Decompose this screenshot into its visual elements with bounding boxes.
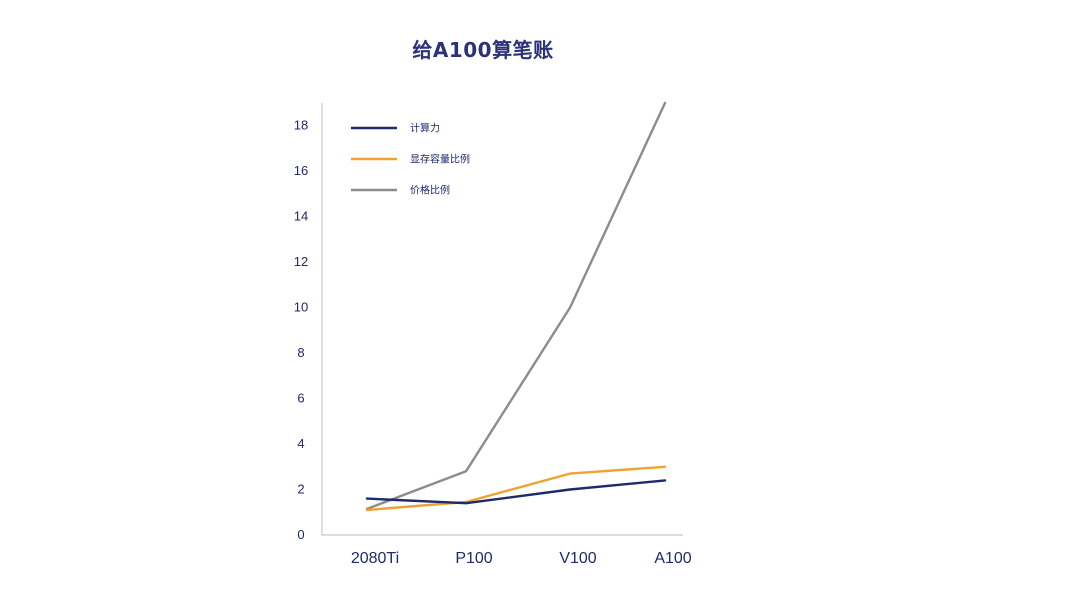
y-tick-label: 4 [297,436,304,451]
series-line [365,479,667,505]
x-tick-label: V100 [559,550,596,567]
legend-label: 价格比例 [410,184,450,197]
y-tick-label: 6 [297,391,304,406]
chart-title: 给A100算笔账 [412,38,554,62]
y-tick-label: 12 [294,254,308,269]
x-tick-labels: 2080Ti P100 V100 A100 [351,550,692,567]
legend-label: 显存容量比例 [410,153,470,166]
series-line [365,101,667,511]
y-tick-label: 14 [294,209,308,224]
y-tick-label: 2 [297,482,304,497]
x-tick-label: A100 [654,550,691,567]
x-tick-label: 2080Ti [351,550,399,567]
legend-label: 计算力 [410,122,440,135]
y-tick-label: 18 [294,118,308,133]
series-line [365,465,667,512]
y-tick-labels: 0 2 4 6 8 10 12 14 16 18 [294,118,308,542]
y-tick-label: 8 [297,345,304,360]
x-tick-label: P100 [455,550,492,567]
series-lines [365,101,667,512]
y-tick-label: 10 [294,300,308,315]
y-tick-label: 0 [297,527,304,542]
y-tick-label: 16 [294,163,308,178]
